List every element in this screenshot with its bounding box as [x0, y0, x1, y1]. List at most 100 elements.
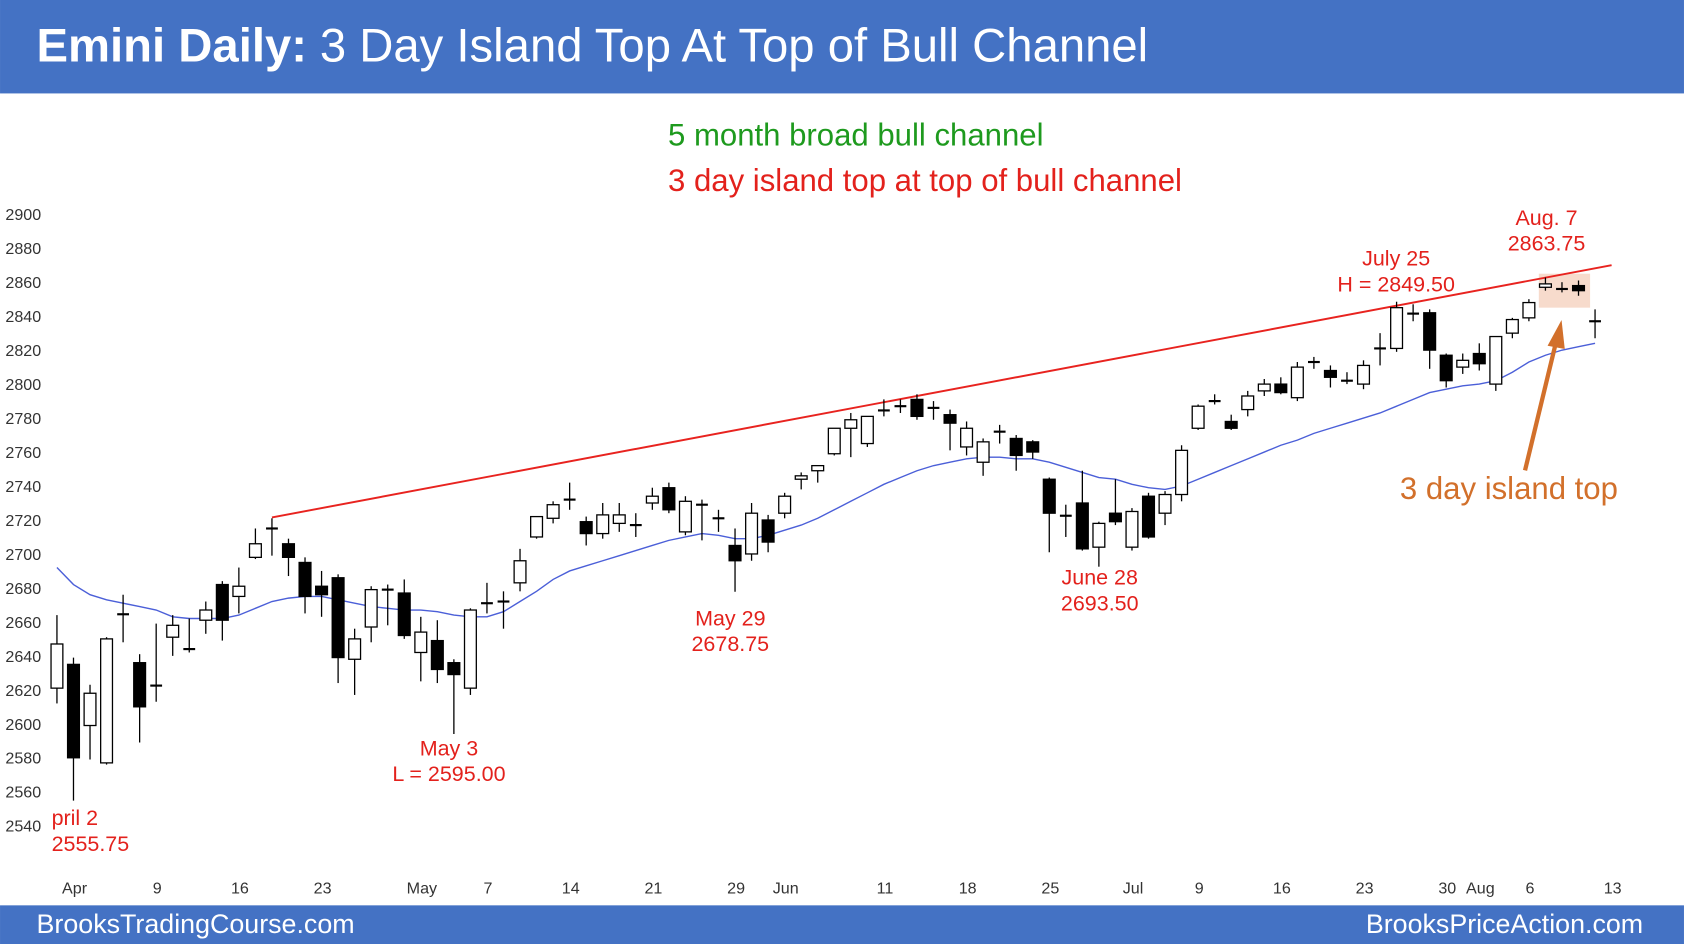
y-tick-label: 2620	[5, 682, 41, 700]
x-tick-label: 16	[231, 879, 249, 897]
annotation: pril 2	[52, 806, 99, 830]
annotation: May 3	[420, 736, 478, 760]
y-tick-label: 2740	[5, 478, 41, 496]
candle-body	[1009, 437, 1023, 457]
candle-body	[943, 414, 957, 424]
candle-body	[83, 692, 97, 727]
arrow-shaft	[1522, 341, 1559, 471]
candle-body	[596, 514, 610, 535]
candle-body	[397, 592, 411, 637]
x-tick-label: 13	[1604, 879, 1622, 897]
candle-body	[248, 543, 262, 559]
candle-body	[1224, 420, 1238, 429]
candle-body	[447, 662, 461, 676]
annotation: L = 2595.00	[392, 762, 505, 786]
candle-body	[100, 638, 114, 764]
candle-body	[1092, 522, 1106, 548]
candle-body	[166, 624, 180, 638]
candle-body	[1323, 369, 1337, 378]
candle-body	[579, 521, 593, 535]
candle-body	[50, 643, 64, 689]
candle-body	[645, 495, 659, 504]
x-tick-label: Apr	[62, 879, 88, 897]
annotation: 2863.75	[1508, 232, 1586, 256]
candle-body	[1026, 441, 1040, 453]
x-tick-label: Jun	[773, 879, 799, 897]
y-tick-label: 2580	[5, 750, 41, 768]
candle-body	[1390, 307, 1404, 350]
candle-body	[1257, 383, 1271, 392]
y-tick-label: 2700	[5, 546, 41, 564]
subtitle: 5 month broad bull channel	[668, 118, 1044, 153]
candle-body	[1125, 510, 1139, 548]
y-tick-label: 2840	[5, 308, 41, 326]
footer-bar	[0, 905, 1684, 944]
annotation: May 29	[695, 606, 765, 630]
candle-body	[199, 609, 213, 621]
candle-body	[910, 398, 924, 418]
plot-area: 5 month broad bull channel 3 day island t…	[5, 118, 1621, 898]
candle-body	[1571, 284, 1586, 292]
annotation: H = 2849.50	[1337, 272, 1455, 296]
y-tick-label: 2720	[5, 512, 41, 530]
candle-body	[1274, 383, 1288, 394]
annotation: June 28	[1062, 566, 1138, 590]
candle-body	[530, 515, 544, 538]
candle-body	[1472, 352, 1486, 365]
candle-body	[1456, 359, 1470, 368]
candle-body	[1175, 449, 1189, 496]
candle-body	[1075, 502, 1089, 550]
candle-body	[662, 487, 676, 511]
x-tick-label: 16	[1273, 879, 1291, 897]
candle-body	[463, 609, 477, 689]
y-tick-label: 2800	[5, 376, 41, 394]
y-tick-label: 2900	[5, 206, 41, 224]
y-tick-label: 2560	[5, 784, 41, 802]
y-tick-label: 2680	[5, 580, 41, 598]
candle-body	[612, 514, 626, 525]
x-tick-label: 21	[644, 879, 662, 897]
x-tick-label: 7	[484, 879, 493, 897]
x-tick-label: 18	[959, 879, 977, 897]
annotation: 2555.75	[52, 832, 130, 856]
candle-body	[1042, 478, 1056, 514]
candle-body	[1489, 335, 1503, 385]
trend-line	[271, 264, 1612, 519]
x-tick-label: Jul	[1123, 879, 1144, 897]
candle-body	[1158, 493, 1172, 514]
candle-body	[1423, 312, 1437, 351]
candle-body	[364, 588, 378, 628]
candle-body	[1505, 318, 1519, 334]
x-tick-label: 30	[1438, 879, 1456, 897]
footer-right: BrooksPriceAction.com	[1366, 909, 1643, 939]
candle-body	[1108, 512, 1122, 523]
candle-body	[1241, 395, 1255, 411]
candle-body	[215, 583, 229, 621]
candle-body	[1538, 283, 1552, 288]
arrow-head	[1547, 320, 1565, 350]
x-tick-label: 9	[1195, 879, 1204, 897]
candle-body	[976, 441, 990, 463]
candle-body	[66, 663, 81, 759]
candle-body	[414, 631, 428, 654]
candle-body	[1290, 366, 1304, 399]
y-tick-label: 2860	[5, 274, 41, 292]
candle-body	[1439, 354, 1453, 382]
candle-body	[860, 415, 874, 445]
candle-body	[315, 585, 329, 596]
y-tick-label: 2780	[5, 410, 41, 428]
candle-body	[1191, 405, 1205, 429]
y-tick-label: 2820	[5, 342, 41, 360]
x-tick-label: 11	[877, 879, 894, 897]
candle-body	[546, 504, 560, 519]
candle-body	[728, 544, 742, 562]
candle-body	[281, 543, 296, 559]
moving-average-line	[56, 342, 1596, 620]
candle-body	[761, 519, 775, 543]
y-tick-label: 2600	[5, 716, 41, 734]
candle-body	[827, 427, 841, 455]
annotation: Aug. 7	[1515, 206, 1577, 230]
x-tick-label: 6	[1525, 879, 1534, 897]
candle-body	[844, 419, 858, 429]
